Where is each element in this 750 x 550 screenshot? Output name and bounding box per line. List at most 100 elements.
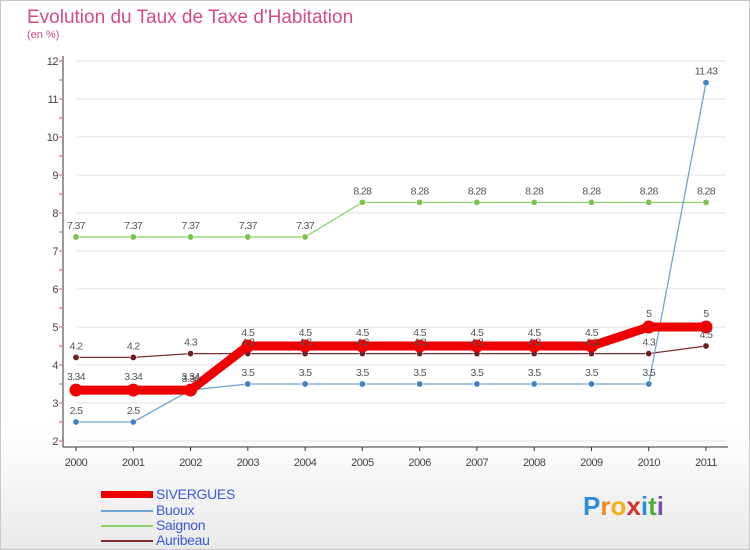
data-point-buoux[interactable] xyxy=(301,380,309,388)
data-point-auribeau[interactable] xyxy=(645,350,653,358)
data-label-saignon: 7.37 xyxy=(124,220,143,232)
logo-letter: i xyxy=(640,491,649,521)
data-label-auribeau: 4.5 xyxy=(700,329,714,341)
y-tick-label: 10 xyxy=(47,132,59,144)
data-point-buoux[interactable] xyxy=(473,380,481,388)
data-point-saignon[interactable] xyxy=(187,233,195,241)
data-point-sivergues[interactable] xyxy=(527,339,541,353)
data-label-buoux: 2.5 xyxy=(70,405,84,417)
y-tick-label: 3 xyxy=(52,398,58,410)
data-point-sivergues[interactable] xyxy=(642,320,656,334)
data-label-auribeau: 4.3 xyxy=(471,337,485,349)
data-point-saignon[interactable] xyxy=(244,233,252,241)
data-point-sivergues[interactable] xyxy=(355,339,369,353)
data-label-buoux: 3.34 xyxy=(182,373,201,385)
data-point-auribeau[interactable] xyxy=(187,350,195,358)
data-point-buoux[interactable] xyxy=(72,418,80,426)
proxiti-logo: Proxiti xyxy=(583,491,664,522)
data-point-saignon[interactable] xyxy=(530,198,538,206)
data-label-saignon: 8.28 xyxy=(697,185,716,197)
data-point-sivergues[interactable] xyxy=(184,383,198,397)
data-label-sivergues: 3.34 xyxy=(67,371,86,383)
legend-label-buoux: Buoux xyxy=(156,502,195,518)
x-tick-label: 2006 xyxy=(408,457,431,469)
data-label-saignon: 8.28 xyxy=(411,185,430,197)
y-tick-label: 6 xyxy=(52,284,58,296)
data-label-buoux: 2.5 xyxy=(127,405,141,417)
data-point-buoux[interactable] xyxy=(244,380,252,388)
data-label-sivergues: 5 xyxy=(703,308,709,320)
data-label-buoux: 11.43 xyxy=(695,66,718,78)
data-label-auribeau: 4.3 xyxy=(642,337,656,349)
y-tick-label: 2 xyxy=(52,436,58,448)
data-point-sivergues[interactable] xyxy=(699,320,713,334)
data-labels: 7.37 7.37 7.37 7.37 7.37 8.28 8.28 8.28 8.28 8.28… xyxy=(67,66,719,417)
data-point-auribeau[interactable] xyxy=(72,353,80,361)
y-tick-label: 11 xyxy=(48,94,59,106)
data-point-buoux[interactable] xyxy=(530,380,538,388)
data-point-sivergues[interactable] xyxy=(126,383,140,397)
legend-swatch-sivergues xyxy=(101,491,153,498)
data-point-sivergues[interactable] xyxy=(241,339,255,353)
data-label-saignon: 8.28 xyxy=(525,185,544,197)
logo-letter: P xyxy=(583,491,601,521)
data-point-saignon[interactable] xyxy=(358,198,366,206)
data-point-buoux[interactable] xyxy=(358,380,366,388)
series-line-saignon xyxy=(76,201,706,238)
legend-label-sivergues: SIVERGUES xyxy=(156,486,235,502)
data-point-sivergues[interactable] xyxy=(298,339,312,353)
data-point-buoux[interactable] xyxy=(645,380,653,388)
data-point-sivergues[interactable] xyxy=(584,339,598,353)
data-label-auribeau: 4.2 xyxy=(70,340,84,352)
legend-label-auribeau: Auribeau xyxy=(156,532,210,548)
legend-swatch-saignon xyxy=(101,525,153,527)
legend-label-saignon: Saignon xyxy=(156,517,206,533)
y-tick-label: 7 xyxy=(52,246,58,258)
data-label-sivergues: 4.5 xyxy=(356,327,370,339)
data-label-sivergues: 4.5 xyxy=(471,327,485,339)
data-label-auribeau: 4.3 xyxy=(413,337,427,349)
data-point-auribeau[interactable] xyxy=(702,342,710,350)
x-tick-label: 2010 xyxy=(637,457,660,469)
data-point-saignon[interactable] xyxy=(416,198,424,206)
data-point-saignon[interactable] xyxy=(473,198,481,206)
data-label-sivergues: 4.5 xyxy=(299,327,313,339)
legend-swatch-auribeau xyxy=(101,540,153,542)
data-label-saignon: 8.28 xyxy=(468,185,487,197)
data-label-sivergues: 4.5 xyxy=(585,327,599,339)
data-point-saignon[interactable] xyxy=(645,198,653,206)
data-point-buoux[interactable] xyxy=(587,380,595,388)
data-label-sivergues: 3.34 xyxy=(124,371,143,383)
data-point-buoux[interactable] xyxy=(129,418,137,426)
data-point-sivergues[interactable] xyxy=(69,383,83,397)
data-point-saignon[interactable] xyxy=(72,233,80,241)
logo-letter: o xyxy=(610,491,627,521)
data-point-saignon[interactable] xyxy=(702,198,710,206)
data-point-sivergues[interactable] xyxy=(470,339,484,353)
data-label-auribeau: 4.3 xyxy=(299,337,313,349)
data-label-buoux: 3.5 xyxy=(528,367,542,379)
x-tick-label: 2011 xyxy=(695,457,717,469)
data-label-auribeau: 4.2 xyxy=(127,340,141,352)
data-point-buoux[interactable] xyxy=(416,380,424,388)
series-lines xyxy=(69,79,713,426)
data-point-saignon[interactable] xyxy=(301,233,309,241)
logo-letter: t xyxy=(648,491,657,521)
x-tick-label: 2001 xyxy=(122,457,145,469)
data-label-sivergues: 4.5 xyxy=(528,327,542,339)
data-label-saignon: 7.37 xyxy=(296,220,315,232)
data-point-auribeau[interactable] xyxy=(129,353,137,361)
x-tick-label: 2005 xyxy=(351,457,374,469)
data-point-saignon[interactable] xyxy=(587,198,595,206)
data-point-buoux[interactable] xyxy=(702,79,710,87)
x-tick-label: 2004 xyxy=(294,457,317,469)
data-point-sivergues[interactable] xyxy=(413,339,427,353)
y-tick-label: 4 xyxy=(52,360,58,372)
y-tick-label: 9 xyxy=(52,170,58,182)
y-tick-label: 8 xyxy=(52,208,58,220)
data-label-saignon: 8.28 xyxy=(353,185,372,197)
data-point-saignon[interactable] xyxy=(129,233,137,241)
x-tick-label: 2002 xyxy=(179,457,202,469)
